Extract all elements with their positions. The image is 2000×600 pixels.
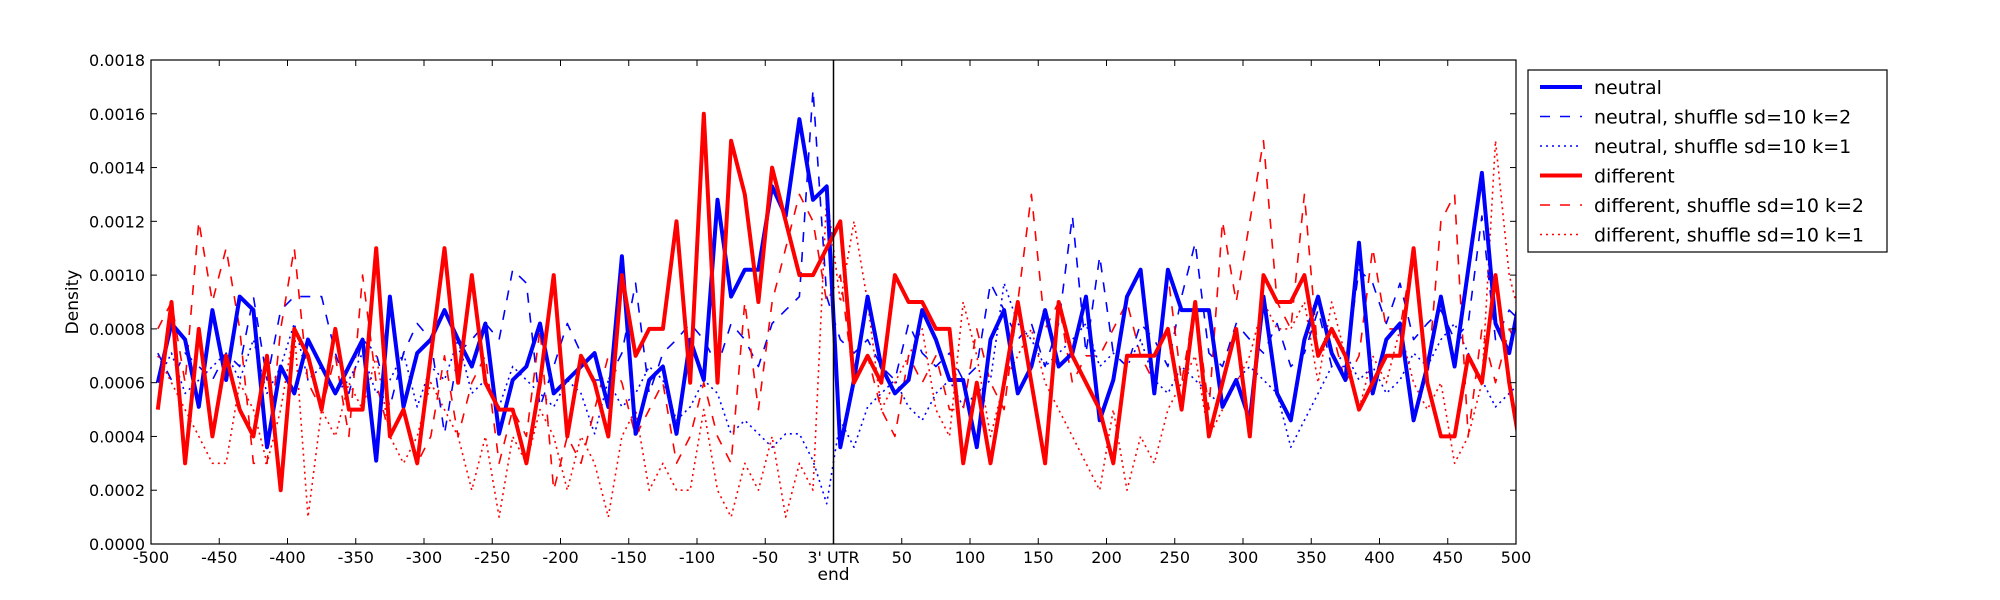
y-axis-label: Density: [63, 270, 83, 335]
x-tick-label: 100: [955, 548, 986, 567]
x-tick-label: 250: [1159, 548, 1190, 567]
axes: -500 -450 -400 -350 -300 -250 -200 -150 -100 -50 3…: [89, 51, 1531, 567]
series-line-6: [157, 139, 1516, 518]
legend-label: different: [1594, 166, 1675, 188]
x-tick-label: 300: [1228, 548, 1259, 567]
x-tick-label: 50: [892, 548, 912, 567]
x-tick-label: 200: [1091, 548, 1122, 567]
plot-area: [155, 88, 1516, 518]
x-tick-label: 400: [1364, 548, 1395, 567]
legend-label: neutral, shuffle sd=10 k=2: [1594, 107, 1851, 129]
x-tick-label: -450: [201, 548, 237, 567]
legend-label: neutral: [1594, 77, 1662, 99]
legend-label: different, shuffle sd=10 k=2: [1594, 195, 1864, 217]
y-tick-label: 0.0010: [89, 266, 145, 285]
x-axis-label: end: [817, 565, 849, 585]
y-tick-label: 0.0012: [89, 212, 145, 231]
x-tick-label: 450: [1432, 548, 1463, 567]
legend-box: [1527, 69, 1888, 253]
y-tick-label: 0.0018: [89, 51, 145, 70]
legend-label: different, shuffle sd=10 k=1: [1594, 225, 1864, 247]
y-tick-label: 0.0016: [89, 105, 145, 124]
x-tick-label: 150: [1023, 548, 1054, 567]
x-tick-label: -400: [269, 548, 305, 567]
y-tick-label: 0.0000: [89, 535, 145, 554]
x-tick-label: -100: [679, 548, 715, 567]
x-tick-label: 350: [1296, 548, 1327, 567]
x-tick-label: -50: [752, 548, 778, 567]
legend: neutral neutral, shuffle sd=10 k=2 neutral…: [1527, 69, 1888, 253]
x-tick-label: -200: [542, 548, 578, 567]
legend-label: neutral, shuffle sd=10 k=1: [1594, 136, 1851, 158]
y-tick-label: 0.0014: [89, 159, 145, 178]
x-tick-label: -300: [406, 548, 442, 567]
series-line-1: [155, 117, 1516, 463]
y-tick-label: 0.0002: [89, 481, 145, 500]
x-tick-label: 3' UTR: [807, 548, 859, 567]
series-line-5: [157, 139, 1516, 492]
series-line-4: [155, 111, 1516, 493]
y-tick-label: 0.0006: [89, 374, 145, 393]
y-tick-label: 0.0008: [89, 320, 145, 339]
y-tick-label: 0.0004: [89, 427, 145, 446]
x-tick-label: -500: [133, 548, 169, 567]
x-tick-label: -250: [474, 548, 510, 567]
x-tick-label: -350: [338, 548, 374, 567]
x-tick-label: 500: [1501, 548, 1532, 567]
x-tick-label: -150: [611, 548, 647, 567]
